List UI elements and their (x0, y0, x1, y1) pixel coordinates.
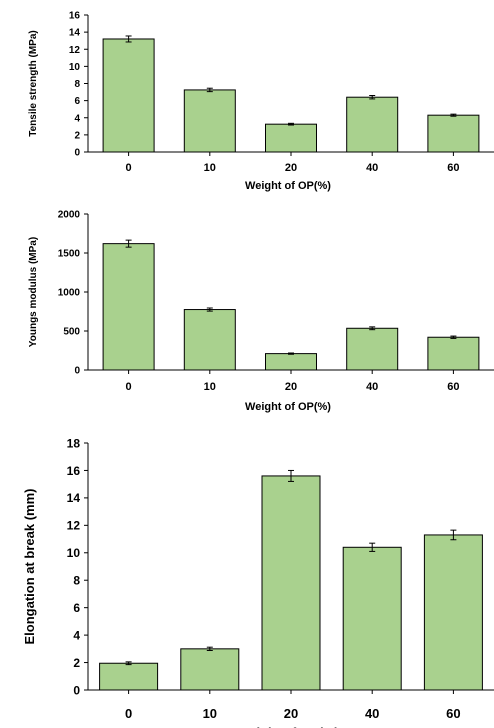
bar-60 (427, 336, 480, 371)
y-tick-label: 16 (67, 464, 81, 478)
y-tick-label: 10 (67, 546, 81, 560)
bar-0 (102, 38, 155, 153)
y-tick-label: 16 (69, 11, 81, 22)
x-axis-label: Weight of OP(%) (237, 725, 339, 728)
bar-40 (346, 96, 399, 153)
y-tick-label: 0 (74, 148, 80, 159)
y-tick-label: 6 (74, 96, 80, 107)
youngs-modulus-chart: 0 500 1000 1500 2000 0 10 20 40 60 Weight of OP(%)… (28, 210, 494, 413)
x-axis-label: Weight of OP(%) (245, 180, 331, 192)
y-tick-label: 0 (74, 366, 80, 377)
elongation-at-break-chart: 0 2 4 6 8 10 12 14 16 18 0 10 20 40 60 Weight of OP(%) E… (22, 436, 494, 728)
y-tick-label: 10 (69, 62, 81, 73)
error-bar-10 (206, 646, 213, 651)
x-tick-label: 60 (447, 162, 459, 174)
x-tick-label: 0 (126, 162, 132, 174)
y-tick-label: 8 (74, 79, 80, 90)
x-tick-label: 20 (284, 706, 298, 721)
x-tick-label: 10 (204, 381, 216, 393)
x-tick-label: 0 (125, 706, 132, 721)
x-tick-label: 10 (204, 162, 216, 174)
y-tick-label: 14 (67, 491, 81, 505)
error-bar-60 (450, 113, 457, 117)
y-tick-label: 12 (67, 519, 81, 533)
bar-60 (427, 114, 480, 153)
bar-10 (180, 648, 240, 691)
y-tick-label: 0 (73, 683, 80, 697)
x-tick-label: 0 (126, 381, 132, 393)
error-bar-60 (450, 335, 457, 339)
error-bar-60 (450, 529, 457, 541)
y-tick-label: 2 (73, 656, 80, 670)
y-tick-label: 1500 (58, 249, 81, 260)
bar-0 (99, 662, 159, 691)
x-axis-label: Weight of OP(%) (245, 401, 331, 413)
y-tick-label: 2 (74, 130, 80, 141)
error-bar-40 (369, 326, 376, 331)
bar-40 (342, 546, 402, 691)
error-bar-20 (288, 469, 294, 482)
x-tick-label: 60 (446, 706, 460, 721)
error-bar-0 (125, 661, 132, 666)
bar-10 (183, 89, 236, 153)
y-tick-label: 4 (74, 113, 80, 124)
bar-0 (102, 243, 155, 371)
x-tick-label: 40 (366, 381, 378, 393)
error-bar-10 (206, 307, 213, 312)
error-bar-20 (288, 352, 294, 355)
tensile-strength-chart: 0 2 4 6 8 10 12 14 16 0 10 20 40 60 Weight of OP(%) Ten… (28, 11, 494, 192)
y-tick-label: 4 (73, 628, 80, 642)
y-axis-label: Elongation at break (mm) (22, 488, 37, 644)
x-tick-label: 20 (285, 381, 297, 393)
y-tick-label: 8 (73, 574, 80, 588)
x-tick-label: 40 (365, 706, 379, 721)
y-tick-label: 1000 (58, 288, 81, 299)
error-bar-20 (288, 122, 294, 126)
x-tick-label: 40 (366, 162, 378, 174)
x-tick-label: 60 (447, 381, 459, 393)
bar-40 (346, 327, 399, 371)
bar-20 (265, 123, 317, 153)
y-tick-label: 500 (63, 327, 80, 338)
bar-20 (261, 475, 321, 691)
y-axis-label: Tensile strength (MPa) (28, 30, 39, 137)
error-bar-40 (369, 94, 376, 100)
y-tick-label: 14 (69, 28, 81, 39)
y-tick-label: 12 (69, 45, 81, 56)
x-tick-label: 20 (285, 162, 297, 174)
y-tick-label: 6 (73, 601, 80, 615)
error-bar-40 (369, 542, 376, 552)
y-axis-label: Youngs modulus (MPa) (28, 237, 39, 347)
y-tick-label: 2000 (58, 210, 81, 221)
error-bar-0 (125, 239, 132, 248)
bar-10 (183, 309, 236, 371)
error-bar-10 (206, 87, 213, 93)
y-tick-label: 18 (67, 436, 81, 450)
error-bar-0 (125, 35, 132, 43)
bar-20 (265, 353, 317, 371)
bar-60 (423, 534, 483, 691)
x-tick-label: 10 (203, 706, 217, 721)
